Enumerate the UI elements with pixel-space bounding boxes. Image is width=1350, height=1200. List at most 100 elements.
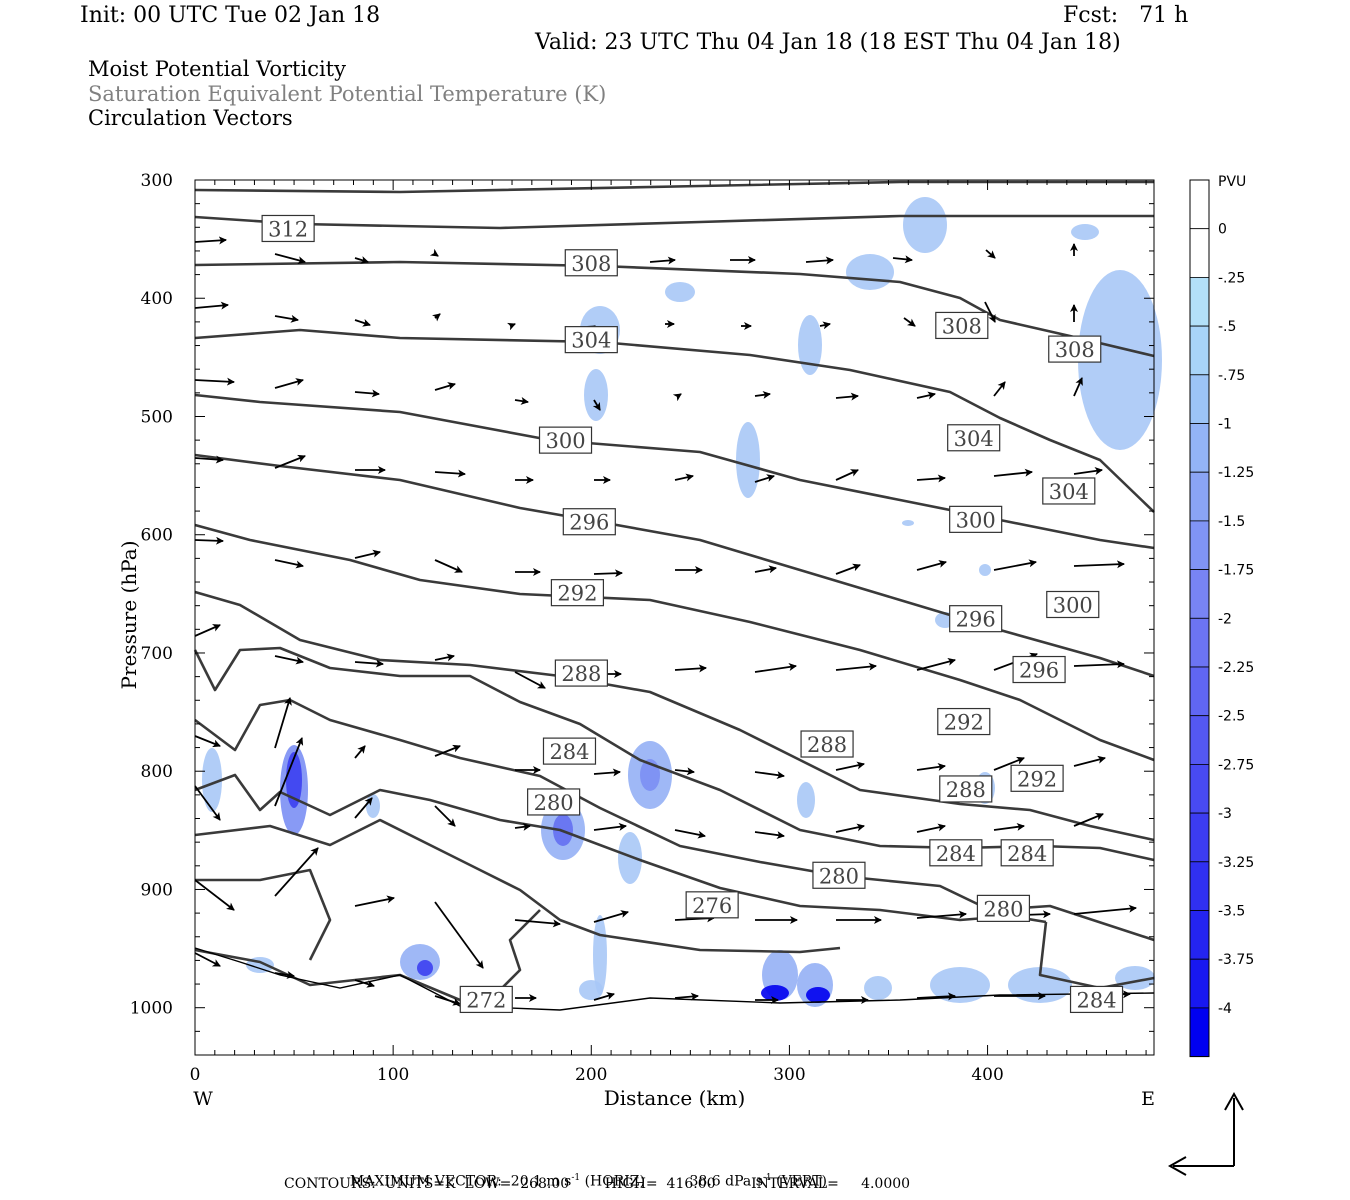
plot-frame (194, 179, 1155, 1056)
contour-label: 280 (976, 894, 1031, 922)
x-tick-label: 100 (377, 1065, 409, 1085)
circulation-vector (916, 560, 947, 571)
contour-label-value: 272 (466, 988, 506, 1012)
circulation-vector (274, 454, 306, 469)
colorbar-level: -3 (1218, 806, 1232, 822)
contour-label: 280 (527, 788, 581, 816)
circulation-vector (354, 745, 366, 759)
theta-es-contours (193, 180, 1155, 1011)
colorbar-level: -4 (1218, 1001, 1232, 1017)
contour-label-value: 296 (1019, 659, 1059, 683)
contour-label: 284 (1000, 839, 1054, 867)
colorbar-level: -1.5 (1218, 514, 1245, 530)
max-vector-horiz: 20.1 m s (510, 1173, 572, 1190)
circulation-vector (194, 785, 221, 821)
circulation-vector (354, 389, 380, 398)
contour-label-box (939, 775, 993, 803)
contour-label: 288 (800, 730, 854, 758)
circulation-vector (274, 559, 304, 569)
colorbar-units: PVU (1218, 174, 1246, 190)
colorbar-frame (1189, 179, 1210, 1058)
field-title-mpv: Moist Potential Vorticity (88, 57, 346, 81)
theta-contour (194, 214, 1154, 230)
theta-contour (194, 453, 1155, 678)
circulation-vector (835, 823, 865, 833)
colorbar-swatch (1189, 471, 1210, 522)
x-tick-label: 300 (773, 1065, 805, 1085)
pv-blob (902, 520, 914, 526)
pv-blob (618, 832, 642, 884)
circulation-vector (1073, 377, 1083, 397)
contour-label-value: 308 (571, 252, 611, 276)
circulation-vector (984, 301, 996, 323)
circulation-vector (754, 474, 775, 483)
contour-label-value: 288 (561, 662, 601, 686)
circulation-vector (274, 655, 304, 665)
circulation-vector (434, 805, 456, 827)
pv-blob (864, 976, 892, 1000)
theta-contour (194, 180, 1154, 194)
contour-label-value: 276 (692, 894, 732, 918)
circulation-vector (194, 536, 224, 545)
circulation-vector (674, 664, 707, 673)
contour-label-value: 284 (549, 740, 589, 764)
colorbar-swatch (1189, 374, 1210, 424)
colorbar-swatch (1189, 958, 1210, 1009)
colorbar-level: -2.75 (1218, 757, 1254, 773)
circulation-vector (434, 995, 461, 1006)
circulation-vector (274, 847, 319, 897)
contour-label-box (949, 605, 1003, 633)
circulation-vector (354, 895, 395, 907)
circulation-vector (593, 822, 627, 831)
circulation-vectors (194, 236, 1137, 1006)
contour-label-value: 288 (946, 778, 986, 802)
contour-label: 296 (562, 508, 616, 536)
theta-contour (194, 328, 1155, 513)
circulation-vector (993, 559, 1037, 571)
colorbar-swatch (1189, 276, 1210, 327)
circulation-vector (514, 822, 531, 831)
contour-label-box (947, 424, 1001, 452)
x-tick-label: 400 (971, 1065, 1003, 1085)
contour-label: 312 (261, 214, 315, 243)
contour-label-value: 280 (983, 897, 1023, 921)
contour-label: 284 (929, 839, 983, 867)
horiz-tag: (HORIZ) (584, 1173, 645, 1190)
pv-blob (903, 197, 947, 253)
circulation-vector (507, 322, 516, 331)
contour-label-value: 284 (1076, 988, 1116, 1012)
pv-blob (579, 980, 603, 1000)
contour-label-value: 292 (557, 582, 597, 606)
contour-label-box (554, 659, 608, 687)
x-right-label: E (1141, 1088, 1155, 1110)
circulation-vector (835, 469, 859, 481)
contour-label-box (542, 737, 597, 765)
contour-label-value: 284 (1007, 842, 1047, 866)
contour-label-value: 312 (268, 217, 308, 241)
circulation-vector (1073, 660, 1125, 669)
circulation-vector (835, 392, 859, 401)
contour-label-box (935, 311, 989, 340)
circulation-vector (916, 391, 936, 400)
horiz-exponent: -1 (571, 1173, 581, 1183)
colorbar-swatch (1189, 812, 1210, 863)
circulation-vector (993, 822, 1025, 831)
init-time: Init: 00 UTC Tue 02 Jan 18 (80, 3, 381, 28)
colorbar-level: -3.5 (1218, 904, 1245, 920)
circulation-vector (434, 901, 484, 969)
contour-label-value: 284 (936, 842, 976, 866)
circulation-vector (274, 737, 304, 807)
colorbar-swatch (1189, 764, 1210, 814)
theta-contour (1038, 921, 1155, 990)
y-tick-label: 300 (141, 171, 173, 191)
pv-blob (798, 315, 822, 375)
circulation-vector (916, 910, 967, 919)
circulation-vector (916, 474, 946, 483)
contour-label: 300 (949, 505, 1003, 533)
circulation-vector (819, 321, 831, 330)
circulation-vector (593, 910, 629, 923)
contour-label: 288 (939, 775, 993, 803)
pv-blob (202, 748, 222, 812)
contour-label: 296 (1012, 655, 1066, 684)
